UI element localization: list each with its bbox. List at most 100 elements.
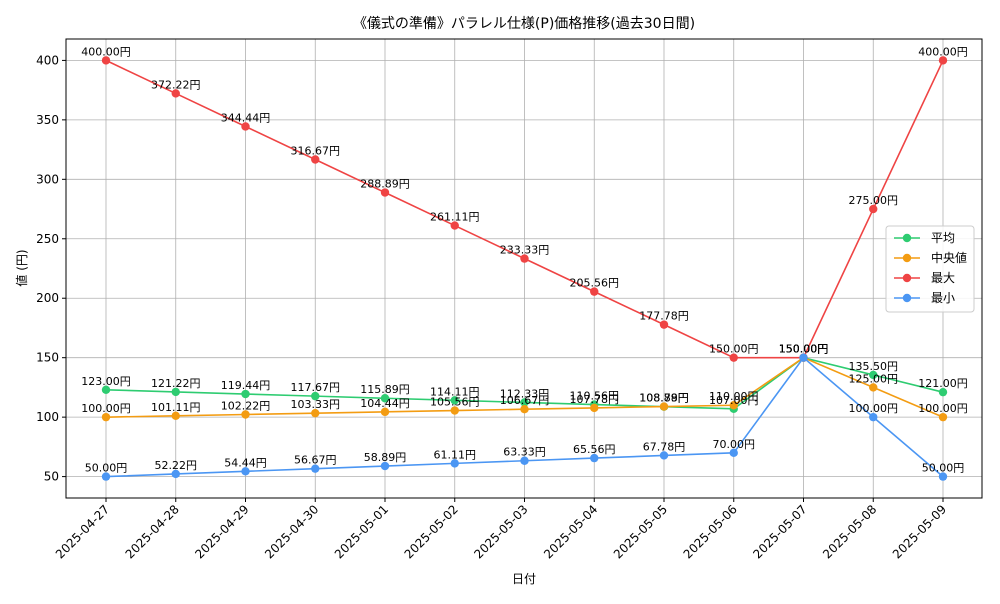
legend-swatch-marker <box>902 253 912 263</box>
data-label: 117.67円 <box>291 381 341 394</box>
data-point <box>520 254 529 263</box>
data-point <box>938 56 948 65</box>
y-tick-label: 100 <box>36 410 59 424</box>
data-point <box>799 353 808 362</box>
y-tick-label: 200 <box>36 291 59 305</box>
data-point <box>590 403 599 413</box>
data-point <box>241 122 250 131</box>
data-label: 150.00円 <box>779 343 829 356</box>
data-point <box>520 405 529 414</box>
y-tick-label: 350 <box>36 113 59 127</box>
data-label: 121.22円 <box>151 377 201 390</box>
legend-box <box>885 225 975 313</box>
y-tick-label: 50 <box>44 470 59 484</box>
y-tick-label: 250 <box>36 232 59 246</box>
data-label: 400.00円 <box>918 45 968 58</box>
data-label: 100.00円 <box>849 402 899 415</box>
data-label: 110.56円 <box>570 390 620 403</box>
data-point <box>380 188 390 197</box>
data-point <box>729 401 738 410</box>
data-label: 108.78円 <box>639 392 689 405</box>
data-label: 106.67円 <box>500 394 550 407</box>
x-axis-title: 日付 <box>512 572 536 586</box>
data-point <box>520 456 529 465</box>
data-point <box>590 453 599 463</box>
data-point <box>450 406 459 415</box>
data-point <box>450 459 459 468</box>
data-point <box>241 410 250 419</box>
data-label: 112.33円 <box>500 387 550 400</box>
data-label: 102.22円 <box>221 400 271 413</box>
data-label: 52.22円 <box>155 459 198 472</box>
data-label: 63.33円 <box>503 446 546 459</box>
data-point <box>869 412 878 422</box>
data-point <box>869 204 878 214</box>
data-point <box>450 396 459 405</box>
data-point <box>171 411 180 421</box>
legend-swatch-marker <box>902 273 912 283</box>
data-label: 150.00円 <box>779 343 829 356</box>
data-point <box>171 89 180 98</box>
data-point <box>869 370 878 380</box>
data-point <box>590 287 599 296</box>
data-label: 110.00円 <box>709 390 759 403</box>
data-point <box>938 387 948 397</box>
data-label: 177.78円 <box>639 310 689 323</box>
data-point <box>938 472 948 481</box>
data-point <box>659 320 669 329</box>
data-label: 50.00円 <box>922 462 965 475</box>
data-point <box>241 389 250 399</box>
data-label: 150.00円 <box>709 343 759 356</box>
data-point <box>380 461 390 471</box>
legend-entry-label: 中央値 <box>931 250 967 265</box>
data-label: 121.00円 <box>918 377 968 390</box>
data-label: 108.89円 <box>639 392 689 405</box>
data-label: 150.00円 <box>779 343 829 356</box>
data-label: 233.33円 <box>500 244 550 257</box>
data-point <box>729 353 738 362</box>
data-point <box>101 385 111 394</box>
data-label: 288.89円 <box>360 178 410 191</box>
data-label: 54.44円 <box>224 456 267 469</box>
data-label: 103.33円 <box>291 398 341 411</box>
data-point <box>380 407 390 417</box>
data-label: 119.44円 <box>221 379 271 392</box>
legend-entry-label: 最小 <box>931 291 955 305</box>
data-label: 261.11円 <box>430 211 480 224</box>
data-point <box>101 472 111 481</box>
data-label: 101.11円 <box>151 401 201 414</box>
data-point <box>311 464 320 473</box>
legend-swatch-marker <box>902 233 912 243</box>
data-point <box>450 221 459 230</box>
data-label: 344.44円 <box>221 111 271 124</box>
data-label: 115.89円 <box>360 383 410 396</box>
data-label: 58.89円 <box>364 451 407 464</box>
y-tick-label: 400 <box>36 53 59 67</box>
data-point <box>171 469 180 479</box>
data-label: 150.00円 <box>779 343 829 356</box>
y-tick-label: 150 <box>36 351 59 365</box>
data-point <box>729 448 738 458</box>
data-label: 123.00円 <box>81 375 131 388</box>
legend-entry-label: 平均 <box>931 231 955 245</box>
data-point <box>659 451 669 460</box>
data-label: 105.56円 <box>430 396 480 409</box>
data-label: 400.00円 <box>81 45 131 58</box>
data-label: 56.67円 <box>294 454 337 467</box>
data-label: 70.00円 <box>713 438 756 451</box>
data-label: 100.00円 <box>918 402 968 415</box>
data-label: 372.22円 <box>151 78 201 91</box>
legend-swatch-marker <box>902 293 912 303</box>
data-label: 61.11円 <box>434 448 477 461</box>
data-point <box>311 391 320 401</box>
data-point <box>311 408 320 418</box>
data-label: 316.67円 <box>291 144 341 157</box>
data-label: 50.00円 <box>85 462 128 475</box>
data-point <box>311 155 320 164</box>
data-label: 125.00円 <box>849 372 899 385</box>
data-point <box>101 412 111 422</box>
legend-entry-label: 最大 <box>931 271 955 285</box>
